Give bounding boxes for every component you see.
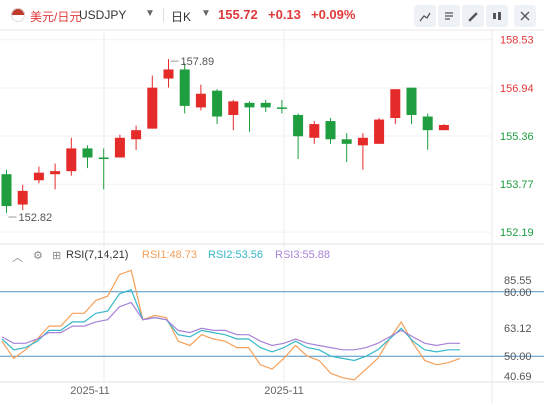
rsi-series-line: [1, 301, 460, 351]
candle-body: [114, 137, 125, 158]
price-axis-label: 152.19: [500, 227, 534, 239]
period-chevron-down-icon[interactable]: ▼: [201, 8, 211, 19]
add-indicator-icon[interactable]: ⊞: [52, 250, 62, 262]
rsi-axis-label: 63.12: [504, 323, 532, 335]
period-selector[interactable]: 日K: [171, 10, 192, 24]
price-annotation: 157.89: [181, 56, 215, 68]
price-change-pct: +0.09%: [311, 7, 356, 22]
candle-body: [179, 69, 190, 106]
date-axis-label: 2025-11: [264, 385, 304, 397]
price-axis-label: 153.77: [500, 179, 534, 191]
candle-body: [82, 148, 93, 158]
text-tool-icon[interactable]: [438, 5, 460, 27]
candle-body: [390, 89, 401, 119]
candle-body: [131, 130, 142, 140]
candle-body: [17, 190, 28, 205]
candle-body: [374, 119, 385, 144]
rsi1-value: RSI1:48.73: [142, 249, 198, 261]
candle-body: [422, 116, 433, 131]
price-annotation: 152.82: [19, 212, 53, 224]
rsi-header: ︿ ⚙ ⊞ RSI(7,14,21) RSI1:48.73 RSI2:53.56…: [0, 246, 544, 266]
rsi-axis-label: 50.00: [504, 351, 532, 363]
candle-body: [98, 157, 109, 160]
candle-body: [33, 172, 44, 181]
price-axis-label: 155.36: [500, 131, 534, 143]
settings-icon[interactable]: ⚙: [33, 250, 43, 262]
chevron-down-icon[interactable]: ▼: [145, 8, 155, 19]
symbol-selector[interactable]: USDJPY: [79, 8, 127, 22]
pair-label: 美元/日元: [30, 10, 82, 24]
rsi-axis-label: 85.55: [504, 275, 532, 287]
candle-settings-icon[interactable]: [486, 5, 508, 27]
rsi-series-line: [1, 269, 461, 381]
rsi3-value: RSI3:55.88: [275, 249, 331, 261]
pen-tool-icon[interactable]: [462, 5, 484, 27]
fullscreen-icon[interactable]: [514, 5, 536, 27]
date-axis-label: 2025-11: [70, 385, 110, 397]
header-bar: 美元/日元 USDJPY ▼ 日K ▼ 155.72 +0.13 +0.09%: [0, 0, 544, 30]
price-axis-label: 156.94: [500, 83, 534, 95]
candle-body: [325, 121, 336, 140]
rsi-title: RSI(7,14,21): [66, 249, 129, 261]
rsi2-value: RSI2:53.56: [208, 249, 264, 261]
candle-body: [50, 171, 61, 175]
rsi-series-line: [1, 288, 460, 362]
collapse-icon[interactable]: ︿: [12, 252, 23, 264]
candle-body: [244, 102, 255, 108]
candle-body: [228, 101, 239, 115]
candle-body: [163, 69, 174, 79]
candle-body: [309, 124, 320, 138]
price-change: +0.13: [268, 7, 301, 22]
candle-body: [1, 174, 12, 207]
us-flag-icon: [11, 8, 25, 22]
rsi-axis-label: 40.69: [504, 371, 532, 383]
last-price: 155.72: [218, 7, 258, 22]
line-tool-icon[interactable]: [414, 5, 436, 27]
candle-body: [260, 102, 271, 108]
candle-body: [357, 137, 368, 146]
divider: [163, 8, 164, 22]
price-axis-label: 158.53: [500, 35, 534, 47]
candle-body: [406, 87, 417, 115]
rsi-axis-label: 80.00: [504, 287, 532, 299]
candle-body: [147, 87, 158, 129]
candle-body: [212, 90, 223, 117]
candle-body: [276, 107, 287, 109]
candle-body: [293, 114, 304, 137]
candle-body: [66, 148, 77, 172]
candle-body: [438, 125, 449, 131]
candle-body: [195, 93, 206, 108]
candle-body: [341, 139, 352, 144]
